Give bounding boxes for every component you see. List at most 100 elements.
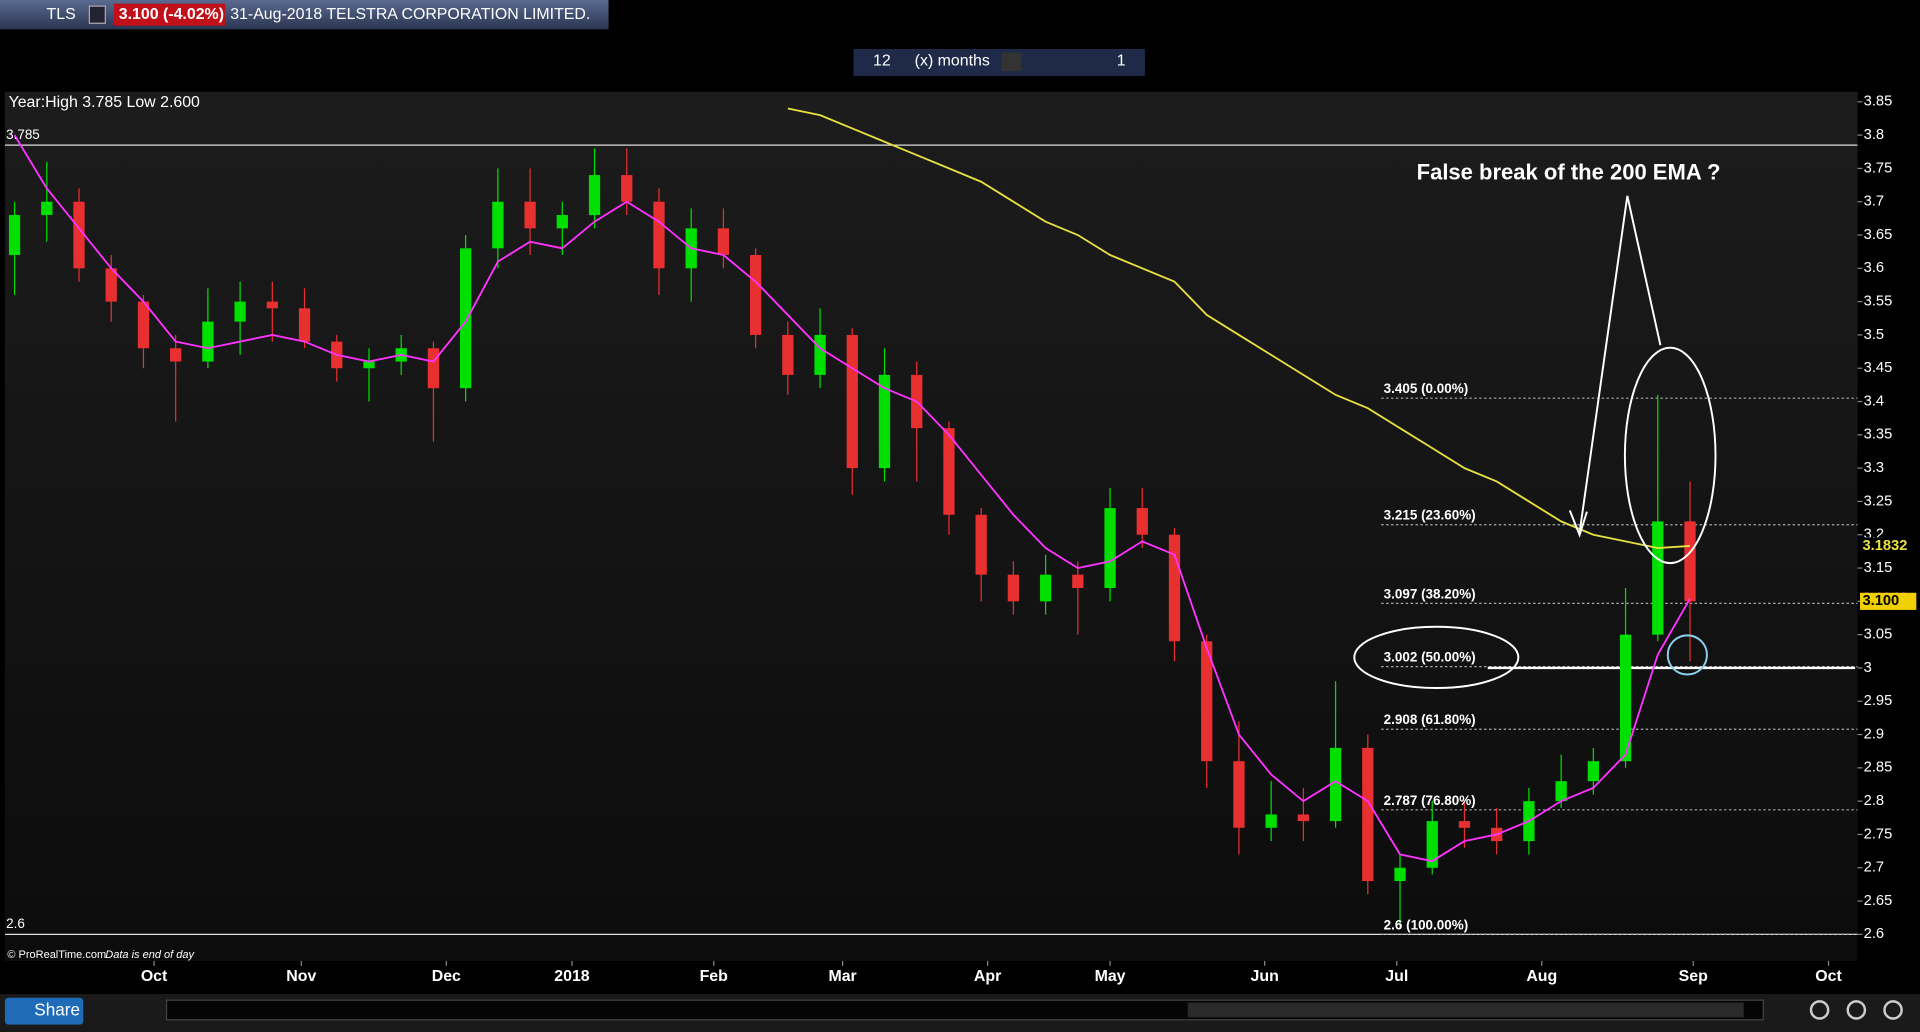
- candle-body: [524, 201, 536, 229]
- y-tick-label: 3.6: [1864, 260, 1884, 276]
- candle-body: [202, 321, 214, 362]
- plot-area: [4, 91, 1858, 961]
- y-tick-label: 3: [1864, 660, 1872, 676]
- candle-body: [1297, 814, 1310, 822]
- y-tick-label: 3.4: [1864, 393, 1884, 409]
- annotation-shapes: [1353, 195, 1717, 689]
- candle-body: [782, 334, 794, 375]
- fib-label: 3.405 (0.00%): [1384, 381, 1469, 396]
- price: 3.100 (-4.02%): [119, 6, 224, 23]
- x-tick-label: Jun: [1251, 968, 1279, 985]
- candle-body: [1394, 867, 1406, 882]
- dropdown[interactable]: [1001, 52, 1022, 72]
- price-tag-label: 3.1832: [1862, 538, 1907, 554]
- candle-body: [814, 334, 826, 375]
- candle-body: [653, 201, 665, 269]
- zoom-in[interactable]: [1883, 1000, 1903, 1020]
- candle-body: [298, 308, 311, 342]
- candle-body: [943, 428, 955, 515]
- period-control: [853, 48, 1145, 76]
- candle-body: [1362, 747, 1374, 882]
- y-tick-label: 3.25: [1864, 493, 1893, 509]
- y-tick-label: 3.3: [1864, 460, 1884, 476]
- price-tag: [1860, 537, 1917, 555]
- fib-label: 3.097 (38.20%): [1384, 586, 1476, 601]
- y-tick-label: 2.95: [1864, 693, 1893, 709]
- candle-body: [1072, 574, 1084, 589]
- zoom-out[interactable]: [1846, 1000, 1867, 1020]
- description: 31-Aug-2018 TELSTRA CORPORATION LIMITED.: [230, 6, 590, 23]
- y-tick-label: 2.75: [1864, 826, 1893, 842]
- scroll-thumb[interactable]: [1187, 1002, 1744, 1018]
- candle-body: [846, 334, 858, 469]
- zoom-icon[interactable]: [1809, 1000, 1830, 1020]
- candle-body: [975, 514, 987, 575]
- y-tick-label: 2.8: [1864, 793, 1884, 809]
- arrow-head: [1568, 510, 1588, 538]
- candle-body: [1619, 634, 1632, 762]
- y-tick-label: 2.7: [1864, 860, 1884, 876]
- share[interactable]: Share: [34, 1000, 80, 1020]
- fib-label: 2.787 (76.80%): [1384, 793, 1476, 808]
- candle-body: [427, 348, 440, 389]
- fib-label: 3.002 (50.00%): [1384, 650, 1476, 665]
- fib-label: 2.6 (100.00%): [1384, 917, 1469, 932]
- fib-label: 2.908 (61.80%): [1384, 712, 1476, 727]
- y-tick-label: 3.15: [1864, 560, 1893, 576]
- candle-body: [1265, 814, 1277, 828]
- level-label: 2.6: [6, 916, 25, 931]
- x-tick-label: Sep: [1679, 968, 1708, 985]
- share-button[interactable]: [4, 997, 84, 1025]
- period-count[interactable]: 12: [873, 52, 891, 69]
- period-step[interactable]: 1: [1117, 52, 1126, 69]
- candle-body: [1007, 574, 1020, 602]
- candle-body: [234, 301, 246, 322]
- candle-body: [1684, 521, 1696, 602]
- candle-body: [1201, 641, 1213, 762]
- x-tick-label: 2018: [554, 968, 590, 985]
- x-tick-label: Apr: [974, 968, 1001, 985]
- x-tick-label: Nov: [286, 968, 316, 985]
- y-tick-label: 3.65: [1864, 227, 1893, 243]
- candle-body: [1426, 821, 1438, 868]
- y-tick-label: 3.7: [1864, 194, 1884, 210]
- candle-body: [73, 201, 85, 269]
- x-tick-label: Oct: [1815, 968, 1842, 985]
- annotation: False break of the 200 EMA ?: [1417, 160, 1721, 185]
- price-tag: [1860, 592, 1917, 610]
- candle-body: [1458, 821, 1471, 828]
- price-box: [113, 3, 226, 26]
- y-tick-label: 2.6: [1864, 926, 1884, 942]
- candle-body: [1104, 508, 1116, 589]
- ema-line: [13, 134, 1691, 863]
- note: Data is end of day: [105, 949, 195, 961]
- y-tick-label: 3.5: [1864, 327, 1884, 343]
- x-tick-label: Aug: [1526, 968, 1557, 985]
- y-tick-label: 3.05: [1864, 627, 1893, 643]
- ellipse: [1353, 625, 1520, 689]
- candle-body: [1652, 521, 1664, 635]
- info-icon[interactable]: [88, 5, 106, 24]
- fib-label: 3.215 (23.60%): [1384, 508, 1476, 523]
- x-tick-label: Oct: [141, 968, 168, 985]
- y-tick-label: 2.65: [1864, 893, 1893, 909]
- candle-body: [621, 175, 633, 202]
- x-tick-label: Dec: [432, 968, 461, 985]
- y-tick-label: 3.55: [1864, 293, 1893, 309]
- candle-body: [556, 215, 568, 229]
- candle-body: [1168, 534, 1181, 642]
- y-tick-label: 3.35: [1864, 427, 1893, 443]
- candle-body: [1039, 574, 1052, 602]
- source: © ProRealTime.com: [7, 949, 106, 961]
- price-tag-label: 3.100: [1862, 593, 1899, 609]
- candle-body: [1329, 747, 1342, 822]
- y-tick-label: 2.9: [1864, 726, 1884, 742]
- symbol[interactable]: TLS: [47, 6, 76, 23]
- period-unit[interactable]: (x) months: [915, 52, 990, 69]
- plot: [4, 107, 1858, 935]
- candle-body: [105, 268, 117, 302]
- ema-line: [787, 107, 1691, 549]
- candle-body: [717, 228, 730, 255]
